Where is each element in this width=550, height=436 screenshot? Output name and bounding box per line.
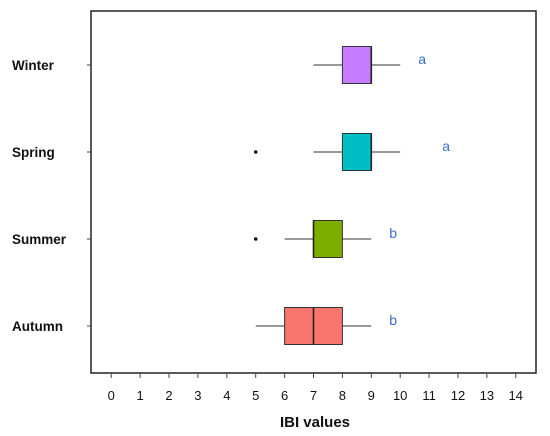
- x-tick-label-7: 7: [310, 388, 317, 403]
- box-spring: [87, 133, 401, 171]
- category-label-summer: Summer: [12, 232, 67, 247]
- x-tick-label-12: 12: [451, 388, 465, 403]
- significance-letter-summer: b: [389, 225, 397, 241]
- x-tick-label-6: 6: [281, 388, 288, 403]
- category-label-spring: Spring: [12, 145, 55, 160]
- category-label-autumn: Autumn: [12, 319, 63, 334]
- x-axis-title: IBI values: [280, 414, 350, 431]
- x-tick-label-3: 3: [194, 388, 201, 403]
- boxes-layer: [87, 46, 401, 345]
- iqr-box-winter: [341, 46, 372, 84]
- x-tick-label-10: 10: [393, 388, 407, 403]
- x-tick-label-8: 8: [339, 388, 346, 403]
- significance-letter-spring: a: [442, 138, 450, 154]
- x-tick-label-0: 0: [108, 388, 115, 403]
- x-tick-label-11: 11: [422, 388, 436, 403]
- x-tick-label-2: 2: [165, 388, 172, 403]
- significance-letter-winter: a: [418, 51, 426, 67]
- x-tick-label-4: 4: [223, 388, 230, 403]
- outlier-point-summer-0: [253, 237, 258, 241]
- category-label-winter: Winter: [12, 58, 55, 73]
- x-tick-label-9: 9: [368, 388, 375, 403]
- iqr-box-summer: [313, 220, 343, 258]
- box-winter: [87, 46, 401, 84]
- significance-letter-autumn: b: [389, 312, 397, 328]
- x-tick-label-1: 1: [137, 388, 144, 403]
- x-tick-label-13: 13: [480, 388, 494, 403]
- iqr-box-spring: [341, 133, 372, 171]
- box-summer: [87, 220, 372, 258]
- annotations-layer: a a b b: [389, 51, 450, 328]
- x-tick-label-5: 5: [252, 388, 259, 403]
- x-axis-ticks: 0 1 2 3 4 5 6 7 8 9 10 11 12 13 14: [108, 373, 523, 403]
- outlier-point-spring-0: [253, 150, 258, 154]
- box-autumn: [87, 307, 372, 345]
- x-tick-label-14: 14: [509, 388, 523, 403]
- y-axis-categories: Winter Spring Summer Autumn: [12, 58, 67, 334]
